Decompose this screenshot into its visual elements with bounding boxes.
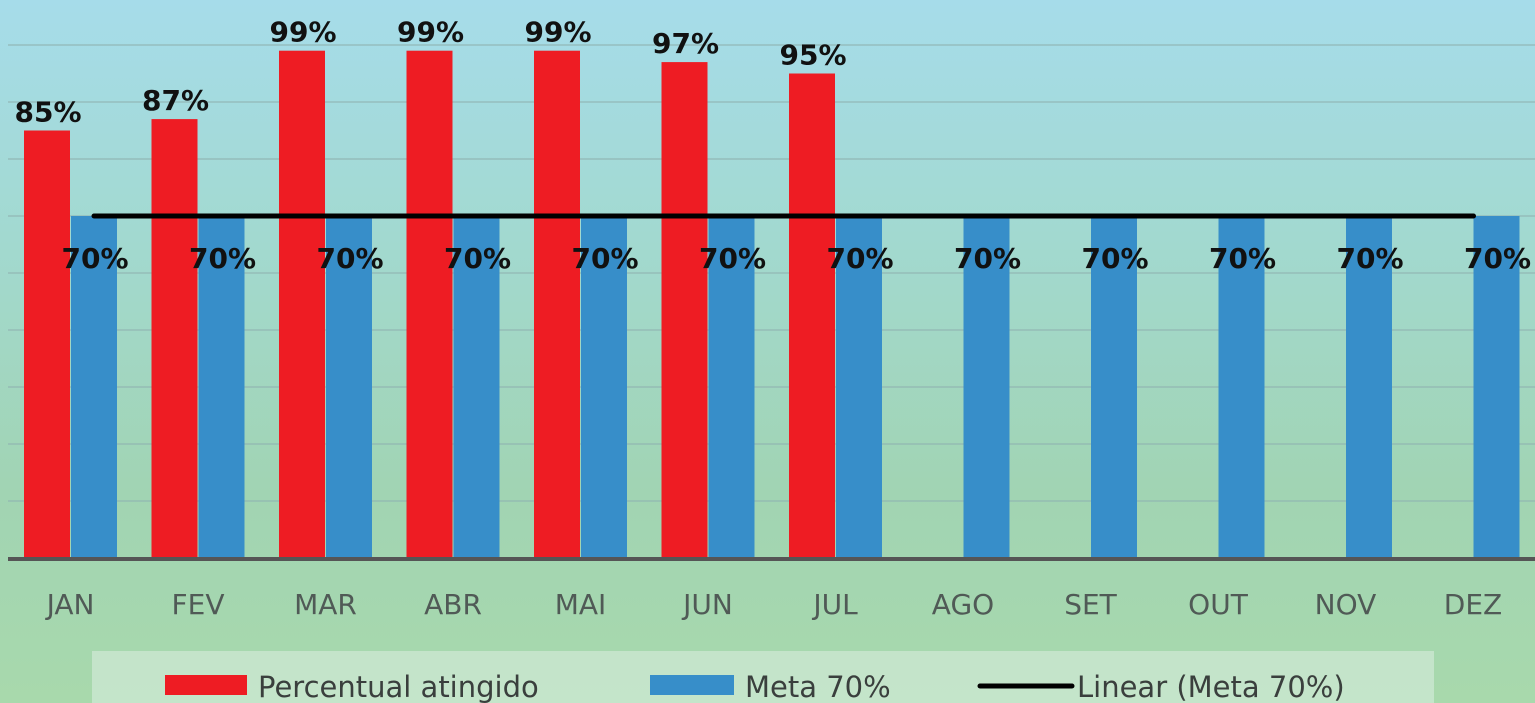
x-tick-label-set: SET (1064, 588, 1117, 621)
legend-swatch-percentual (165, 675, 247, 695)
bar-percentual-jul (789, 73, 835, 558)
data-label-meta-set: 70% (1081, 242, 1148, 275)
bar-meta-set (1091, 216, 1137, 558)
data-label-meta-mar: 70% (316, 242, 383, 275)
x-tick-label-jun: JUN (681, 588, 733, 621)
x-tick-label-dez: DEZ (1444, 588, 1502, 621)
data-label-percentual-jul: 95% (779, 39, 846, 72)
data-label-meta-mai: 70% (571, 242, 638, 275)
x-tick-label-abr: ABR (424, 588, 482, 621)
bar-meta-ago (963, 216, 1010, 558)
bar-percentual-jan (24, 130, 70, 558)
x-tick-label-mar: MAR (294, 588, 357, 621)
x-tick-label-nov: NOV (1315, 588, 1377, 621)
legend-label-percentual: Percentual atingido (258, 670, 539, 703)
bar-meta-jul (836, 216, 882, 558)
data-label-meta-jun: 70% (699, 242, 766, 275)
bar-meta-fev (198, 216, 245, 558)
data-label-percentual-mar: 99% (269, 16, 336, 49)
data-label-meta-dez: 70% (1464, 242, 1531, 275)
bar-meta-out (1218, 216, 1265, 558)
data-label-meta-jul: 70% (826, 242, 893, 275)
bar-percentual-fev (151, 119, 198, 558)
data-label-meta-abr: 70% (444, 242, 511, 275)
data-label-percentual-jun: 97% (652, 27, 719, 60)
data-label-meta-ago: 70% (954, 242, 1021, 275)
data-labels: 85% 70% 87% 70% 99% 70% 99% 70% 99% 70% 97% 70% 95% 7… (14, 16, 1531, 275)
legend: Percentual atingido Meta 70% Linear (Met… (92, 651, 1434, 703)
data-label-meta-out: 70% (1209, 242, 1276, 275)
data-label-percentual-fev: 87% (142, 84, 209, 117)
x-tick-label-out: OUT (1188, 588, 1249, 621)
x-tick-label-fev: FEV (172, 588, 225, 621)
data-label-percentual-jan: 85% (14, 96, 81, 129)
x-tick-label-jan: JAN (45, 588, 95, 621)
x-tick-label-ago: AGO (932, 588, 994, 621)
bars (24, 50, 1520, 558)
bar-percentual-mai (534, 50, 580, 558)
bar-percentual-jun (661, 62, 708, 558)
bar-meta-nov (1346, 216, 1392, 558)
data-label-meta-jan: 70% (61, 242, 128, 275)
bar-percentual-abr (406, 50, 453, 558)
legend-background (92, 651, 1434, 703)
legend-swatch-meta (650, 675, 734, 695)
data-label-percentual-mai: 99% (524, 16, 591, 49)
x-tick-label-mai: MAI (555, 588, 607, 621)
bar-meta-mai (581, 216, 627, 558)
bar-meta-jun (708, 216, 755, 558)
x-tick-label-jul: JUL (811, 588, 858, 621)
bar-percentual-mar (279, 50, 325, 558)
data-label-meta-fev: 70% (189, 242, 256, 275)
x-axis: JAN FEV MAR ABR MAI JUN JUL AGO SET OUT NOV DEZ (8, 557, 1535, 621)
bar-meta-jan (71, 216, 117, 558)
data-label-meta-nov: 70% (1336, 242, 1403, 275)
bar-meta-dez (1473, 216, 1520, 558)
bar-meta-abr (453, 216, 500, 558)
legend-label-linear: Linear (Meta 70%) (1077, 670, 1345, 703)
bar-meta-mar (326, 216, 372, 558)
legend-label-meta: Meta 70% (745, 670, 891, 703)
data-label-percentual-abr: 99% (397, 16, 464, 49)
